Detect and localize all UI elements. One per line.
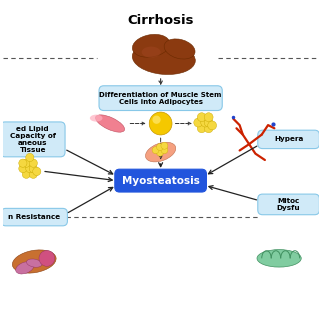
Circle shape <box>201 118 210 127</box>
Circle shape <box>39 251 55 266</box>
Circle shape <box>29 170 37 178</box>
FancyBboxPatch shape <box>258 194 319 215</box>
Circle shape <box>197 113 206 122</box>
Text: ed Lipid
Capacity of
aneous
Tissue: ed Lipid Capacity of aneous Tissue <box>10 126 56 153</box>
Ellipse shape <box>146 142 176 162</box>
Ellipse shape <box>90 115 102 122</box>
Circle shape <box>152 116 161 124</box>
Circle shape <box>22 159 30 167</box>
Circle shape <box>26 153 34 162</box>
Text: Differentiation of Muscle Stem
Cells into Adipocytes: Differentiation of Muscle Stem Cells int… <box>100 92 222 105</box>
Ellipse shape <box>16 262 34 274</box>
FancyBboxPatch shape <box>115 169 206 192</box>
Circle shape <box>22 170 30 178</box>
Circle shape <box>161 142 168 149</box>
Circle shape <box>161 147 168 154</box>
FancyBboxPatch shape <box>258 130 319 148</box>
Circle shape <box>29 164 37 173</box>
Text: Mitoc
Dysfu: Mitoc Dysfu <box>277 198 300 211</box>
Circle shape <box>204 124 213 133</box>
Ellipse shape <box>164 39 195 59</box>
Circle shape <box>194 118 203 127</box>
Circle shape <box>19 164 27 173</box>
Circle shape <box>19 159 27 167</box>
Ellipse shape <box>12 250 56 273</box>
Circle shape <box>208 121 217 130</box>
Text: Hypera: Hypera <box>274 136 303 142</box>
Text: Myosteatosis: Myosteatosis <box>122 176 200 186</box>
Ellipse shape <box>96 115 124 132</box>
Circle shape <box>156 149 164 156</box>
FancyBboxPatch shape <box>1 208 68 226</box>
Circle shape <box>33 167 41 176</box>
Circle shape <box>204 113 213 122</box>
Ellipse shape <box>132 34 170 57</box>
FancyBboxPatch shape <box>99 86 222 110</box>
Circle shape <box>156 143 164 150</box>
Circle shape <box>197 124 206 133</box>
Ellipse shape <box>257 250 301 267</box>
Ellipse shape <box>132 43 195 75</box>
Ellipse shape <box>27 259 42 267</box>
Ellipse shape <box>142 47 161 58</box>
Text: Cirrhosis: Cirrhosis <box>127 14 194 27</box>
Text: n Resistance: n Resistance <box>8 214 60 220</box>
Circle shape <box>26 164 34 173</box>
Circle shape <box>204 118 213 127</box>
Circle shape <box>152 147 159 154</box>
FancyBboxPatch shape <box>0 122 65 157</box>
Circle shape <box>29 159 37 167</box>
Circle shape <box>149 112 172 135</box>
